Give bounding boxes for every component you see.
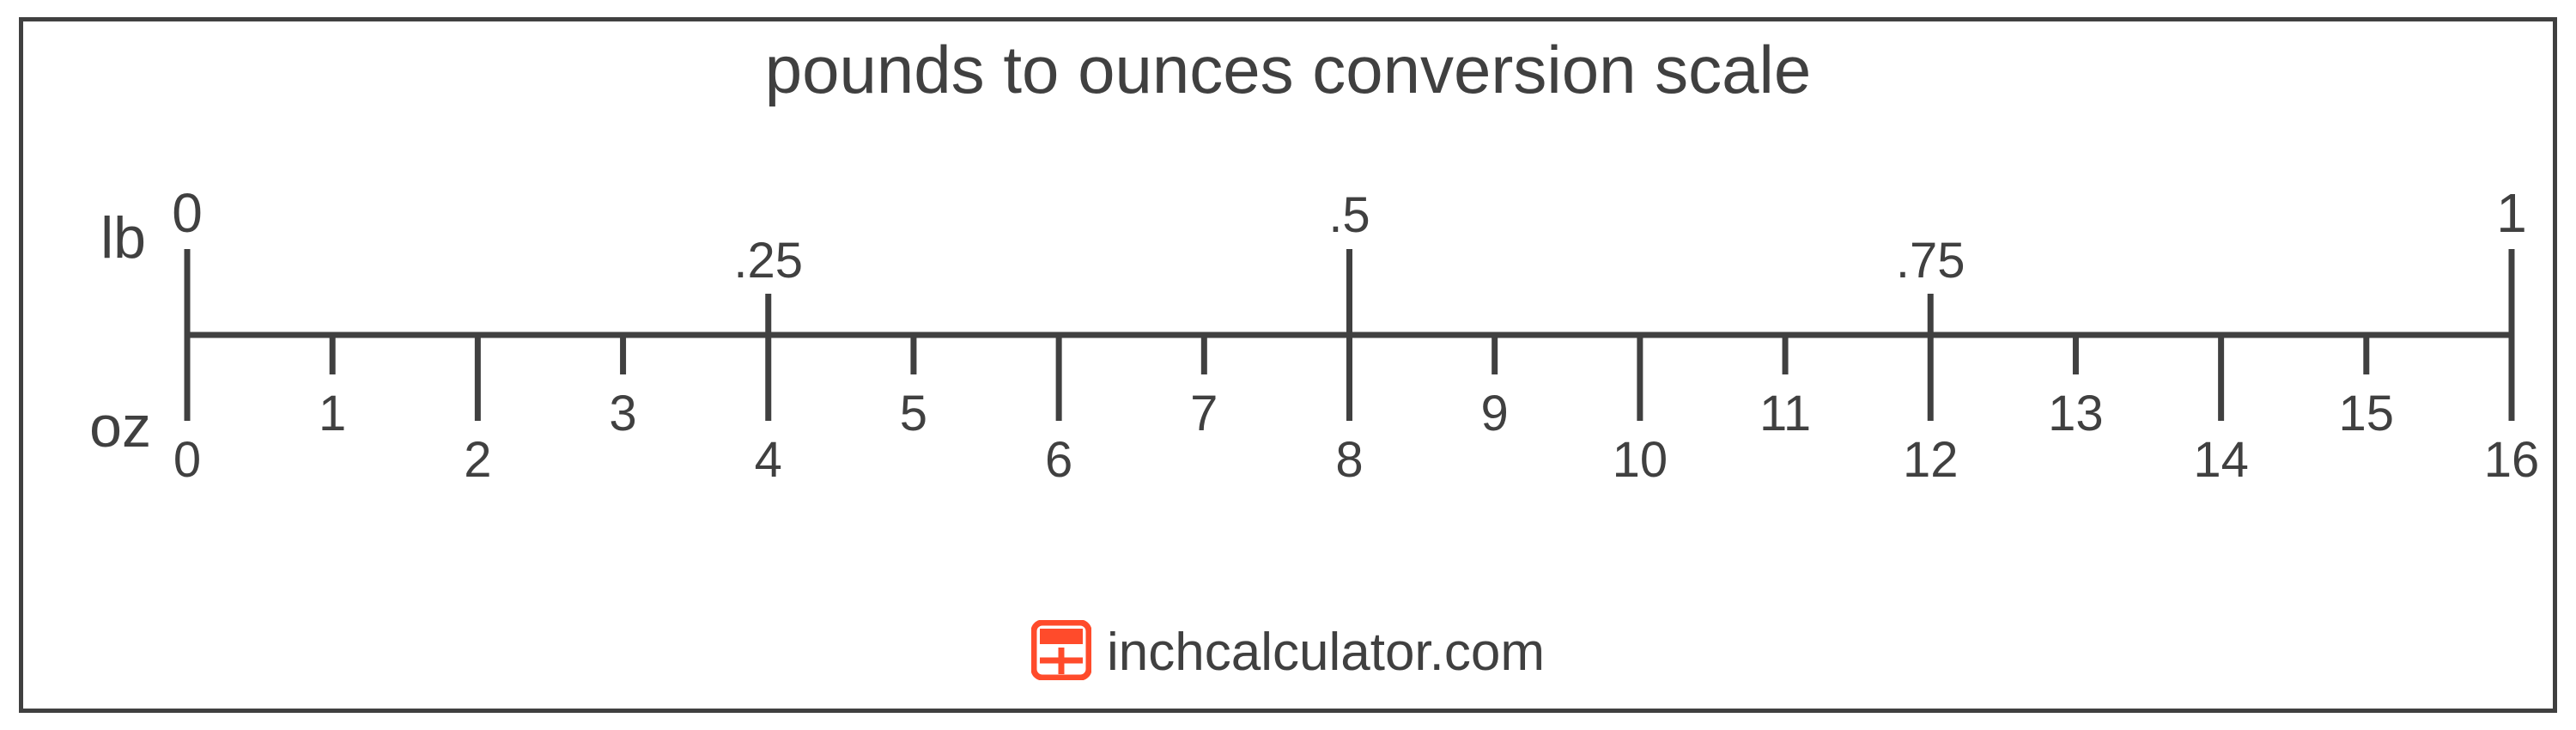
oz-tick-label: 13 — [2048, 385, 2104, 442]
lb-tick-label: 0 — [172, 181, 203, 245]
oz-tick-label: 2 — [464, 431, 491, 489]
oz-tick-label: 9 — [1481, 385, 1509, 442]
oz-tick-label: 0 — [173, 431, 201, 489]
footer-text: inchcalculator.com — [1107, 622, 1545, 683]
oz-tick-label: 1 — [319, 385, 346, 442]
oz-tick-label: 6 — [1045, 431, 1072, 489]
lb-tick-label: .5 — [1328, 186, 1370, 244]
diagram-container: pounds to ounces conversion scale lb oz … — [0, 0, 2576, 730]
oz-tick-label: 14 — [2193, 431, 2249, 489]
lb-tick-label: .75 — [1896, 232, 1965, 289]
oz-tick-label: 3 — [609, 385, 636, 442]
oz-tick-label: 10 — [1613, 431, 1668, 489]
oz-tick-label: 5 — [900, 385, 927, 442]
oz-tick-label: 7 — [1190, 385, 1218, 442]
lb-tick-label: .25 — [733, 232, 803, 289]
oz-tick-label: 12 — [1903, 431, 1959, 489]
oz-tick-label: 4 — [755, 431, 782, 489]
oz-tick-label: 15 — [2339, 385, 2395, 442]
oz-tick-label: 11 — [1759, 385, 1811, 442]
oz-tick-label: 8 — [1335, 431, 1363, 489]
oz-tick-label: 16 — [2484, 431, 2540, 489]
calculator-icon — [1031, 620, 1091, 684]
lb-tick-label: 1 — [2496, 181, 2527, 245]
footer: inchcalculator.com — [1031, 620, 1545, 684]
